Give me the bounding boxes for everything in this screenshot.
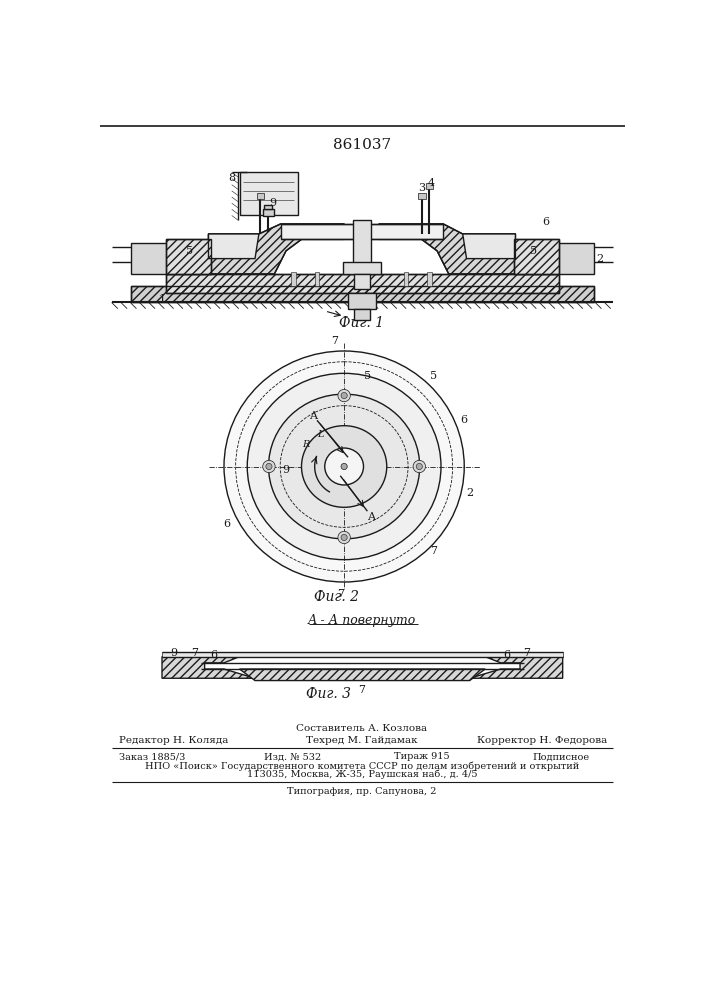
Bar <box>281 224 443 239</box>
Circle shape <box>341 534 347 541</box>
Text: 9: 9 <box>170 648 177 658</box>
Text: НПО «Поиск» Государственного комитета СССР по делам изобретений и открытий: НПО «Поиск» Государственного комитета СС… <box>145 761 579 771</box>
Bar <box>404 272 409 286</box>
Polygon shape <box>209 234 259 259</box>
Bar <box>348 293 376 309</box>
Ellipse shape <box>325 448 363 485</box>
Circle shape <box>266 463 272 470</box>
Text: Фиг. 2: Фиг. 2 <box>314 590 359 604</box>
Text: 5: 5 <box>430 371 437 381</box>
Ellipse shape <box>247 373 441 560</box>
Bar <box>131 243 168 274</box>
Circle shape <box>338 389 351 402</box>
Bar <box>131 286 594 302</box>
Text: 9: 9 <box>282 465 290 475</box>
Text: Изд. № 532: Изд. № 532 <box>264 752 321 761</box>
Text: 5: 5 <box>185 246 193 256</box>
Bar <box>354 274 370 289</box>
Text: 7: 7 <box>358 685 366 695</box>
Text: Фиг. 1: Фиг. 1 <box>339 316 385 330</box>
Bar <box>343 262 381 274</box>
Text: Редактор Н. Коляда: Редактор Н. Коляда <box>119 736 228 745</box>
Text: 4: 4 <box>428 178 436 188</box>
Bar <box>257 193 264 199</box>
Text: 6: 6 <box>503 650 510 660</box>
Circle shape <box>338 531 351 544</box>
Polygon shape <box>469 657 563 678</box>
Text: 7: 7 <box>522 648 530 658</box>
Text: 113035, Москва, Ж-35, Раушская наб., д. 4/5: 113035, Москва, Ж-35, Раушская наб., д. … <box>247 770 477 779</box>
Ellipse shape <box>224 351 464 582</box>
Circle shape <box>263 460 275 473</box>
Text: 9: 9 <box>269 198 276 208</box>
Text: Подписное: Подписное <box>532 752 590 761</box>
Bar <box>166 274 559 293</box>
Bar <box>427 272 432 286</box>
Ellipse shape <box>301 426 387 507</box>
Bar <box>291 272 296 286</box>
Text: Техред М. Гайдамак: Техред М. Гайдамак <box>306 736 418 745</box>
Polygon shape <box>379 224 515 274</box>
Polygon shape <box>240 669 485 681</box>
Bar <box>264 205 272 209</box>
Text: L: L <box>317 430 324 439</box>
Text: Тираж 915: Тираж 915 <box>394 752 450 761</box>
Text: 861037: 861037 <box>333 138 391 152</box>
Text: А - А повернуто: А - А повернуто <box>308 614 416 627</box>
Bar <box>166 274 559 293</box>
Polygon shape <box>462 234 515 259</box>
Bar <box>514 239 559 274</box>
Text: 7: 7 <box>191 648 198 658</box>
Bar <box>354 309 370 320</box>
Bar <box>162 652 563 657</box>
Text: Составитель А. Козлова: Составитель А. Козлова <box>296 724 428 733</box>
Text: R: R <box>302 440 309 449</box>
Bar <box>131 286 594 302</box>
Bar <box>240 172 298 215</box>
Bar <box>514 239 559 274</box>
Bar <box>426 183 433 189</box>
Text: Фиг. 3: Фиг. 3 <box>306 687 351 701</box>
Text: 2: 2 <box>466 488 473 498</box>
Bar <box>556 243 594 274</box>
Text: 7: 7 <box>332 336 339 346</box>
Text: 6: 6 <box>223 519 230 529</box>
Bar <box>418 193 426 199</box>
Text: 2: 2 <box>596 254 604 264</box>
Circle shape <box>341 463 347 470</box>
Text: Типография, пр. Сапунова, 2: Типография, пр. Сапунова, 2 <box>287 787 437 796</box>
Bar <box>315 272 320 286</box>
Bar <box>166 239 211 274</box>
Text: A: A <box>309 411 317 421</box>
Text: 6: 6 <box>211 650 218 660</box>
Text: 7: 7 <box>337 589 344 599</box>
Bar <box>263 209 274 216</box>
Circle shape <box>413 460 426 473</box>
Text: A: A <box>367 512 375 522</box>
Text: Заказ 1885/3: Заказ 1885/3 <box>119 752 185 761</box>
Bar <box>353 220 371 274</box>
Text: 5: 5 <box>530 246 537 256</box>
Text: 6: 6 <box>461 415 468 425</box>
Bar <box>166 239 211 274</box>
Text: 3: 3 <box>418 183 425 193</box>
Ellipse shape <box>269 394 420 539</box>
Circle shape <box>341 392 347 399</box>
Text: Корректор Н. Федорова: Корректор Н. Федорова <box>477 736 607 745</box>
Text: 7: 7 <box>430 546 437 556</box>
Text: 1: 1 <box>158 294 165 304</box>
Circle shape <box>416 463 422 470</box>
Text: 6: 6 <box>542 217 549 227</box>
Text: 8: 8 <box>228 173 235 183</box>
Text: 5: 5 <box>364 371 371 381</box>
Polygon shape <box>209 224 344 274</box>
Polygon shape <box>162 657 255 678</box>
